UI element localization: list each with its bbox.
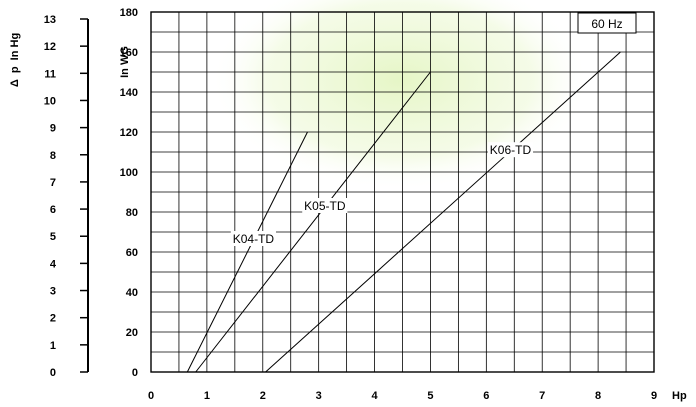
y2-axis-title: Δ p In Hg [9,33,21,87]
y2-tick-label: 0 [50,367,56,379]
series-label-k04-td: K04-TD [233,232,275,246]
x-tick-label: 2 [260,390,266,402]
series-labels: K04-TD K05-TD K06-TD [230,142,534,246]
series-label-bg [487,142,534,158]
y2-tick-label: 10 [44,95,56,107]
x-tick-label: 6 [483,390,489,402]
y2-tick-label: 3 [50,286,56,298]
y2-tick-label: 5 [50,231,56,243]
y2-tick-label: 12 [44,41,56,53]
y-tick-label: 80 [126,207,138,219]
y-tick-label: 40 [126,287,138,299]
y2-tick-label: 11 [44,68,56,80]
x-tick-label: 3 [316,390,322,402]
series-line-k04-td [186,131,308,373]
series-line-k05-td [195,71,431,373]
series-label-k06-td: K06-TD [490,143,532,157]
x-axis-title: Hp [672,390,687,402]
y2-tick-label: 7 [50,177,56,189]
x-tick-label: 7 [539,390,545,402]
series-label-bg [230,231,277,246]
frequency-annotation-label: 60 Hz [591,17,622,31]
plot-border [150,11,655,373]
y2-tick-label: 13 [44,14,56,26]
series-line-k06-td [265,51,621,373]
secondary-y-axis [80,18,89,373]
x-tick-label: 4 [371,390,378,402]
y-tick-labels: 0 20 40 60 80 100 120 140 160 180 [120,7,138,379]
y-tick-label: 160 [120,47,138,59]
y-axis-title: In WG [119,46,131,78]
series-lines [186,51,621,373]
frequency-annotation: 60 Hz [577,12,637,34]
y-tick-label: 20 [126,327,138,339]
x-tick-labels: 0 1 2 3 4 5 6 7 8 9 [148,390,657,402]
y2-tick-label: 6 [50,204,56,216]
x-tick-label: 0 [148,390,154,402]
series-label-k05-td: K05-TD [304,199,346,213]
y-tick-label: 60 [126,247,138,259]
y-tick-label: 180 [120,7,138,19]
y2-tick-label: 8 [50,150,56,162]
watermark-logo [210,0,590,190]
frequency-annotation-box [577,12,637,34]
y2-tick-label: 1 [50,340,56,352]
y2-tick-label: 4 [50,258,57,270]
y2-tick-label: 2 [50,313,56,325]
series-label-bg [302,198,348,213]
y2-tick-label: 9 [50,123,56,135]
x-tick-label: 5 [427,390,433,402]
y-tick-label: 100 [120,167,138,179]
y-tick-label: 140 [120,87,138,99]
y-tick-label: 0 [132,367,138,379]
plot-frame [150,11,655,373]
x-tick-label: 1 [204,390,210,402]
x-tick-label: 9 [651,390,657,402]
y-tick-label: 120 [120,127,138,139]
x-tick-label: 8 [595,390,601,402]
